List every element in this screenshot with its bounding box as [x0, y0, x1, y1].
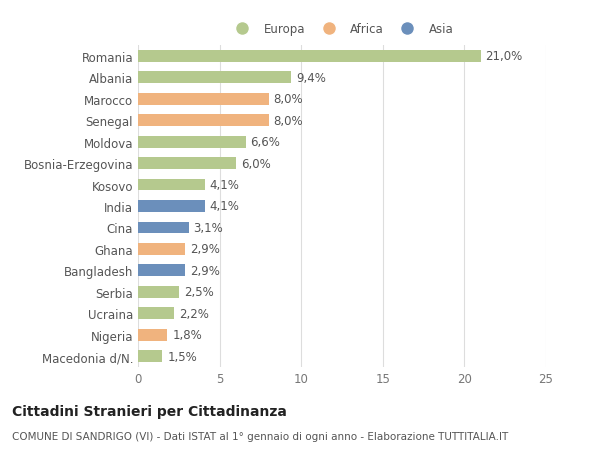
Text: COMUNE DI SANDRIGO (VI) - Dati ISTAT al 1° gennaio di ogni anno - Elaborazione T: COMUNE DI SANDRIGO (VI) - Dati ISTAT al …: [12, 431, 508, 442]
Legend: Europa, Africa, Asia: Europa, Africa, Asia: [227, 20, 457, 39]
Text: 9,4%: 9,4%: [296, 72, 326, 84]
Bar: [138, 115, 269, 127]
Text: 6,6%: 6,6%: [251, 136, 280, 149]
Bar: [138, 243, 185, 255]
Bar: [138, 351, 163, 362]
Text: Cittadini Stranieri per Cittadinanza: Cittadini Stranieri per Cittadinanza: [12, 404, 287, 418]
Text: 1,5%: 1,5%: [167, 350, 197, 363]
Bar: [138, 179, 205, 191]
Text: 4,1%: 4,1%: [210, 200, 239, 213]
Bar: [138, 329, 167, 341]
Text: 2,9%: 2,9%: [190, 243, 220, 256]
Text: 6,0%: 6,0%: [241, 157, 271, 170]
Bar: [138, 136, 246, 148]
Bar: [138, 308, 174, 319]
Text: 2,9%: 2,9%: [190, 264, 220, 277]
Text: 8,0%: 8,0%: [274, 114, 303, 127]
Bar: [138, 94, 269, 105]
Bar: [138, 201, 205, 213]
Bar: [138, 72, 292, 84]
Bar: [138, 265, 185, 277]
Text: 3,1%: 3,1%: [193, 222, 223, 235]
Text: 4,1%: 4,1%: [210, 179, 239, 191]
Text: 2,2%: 2,2%: [179, 307, 209, 320]
Bar: [138, 222, 188, 234]
Text: 1,8%: 1,8%: [172, 329, 202, 341]
Text: 21,0%: 21,0%: [485, 50, 523, 63]
Text: 2,5%: 2,5%: [184, 286, 214, 299]
Bar: [138, 158, 236, 169]
Bar: [138, 50, 481, 62]
Text: 8,0%: 8,0%: [274, 93, 303, 106]
Bar: [138, 286, 179, 298]
